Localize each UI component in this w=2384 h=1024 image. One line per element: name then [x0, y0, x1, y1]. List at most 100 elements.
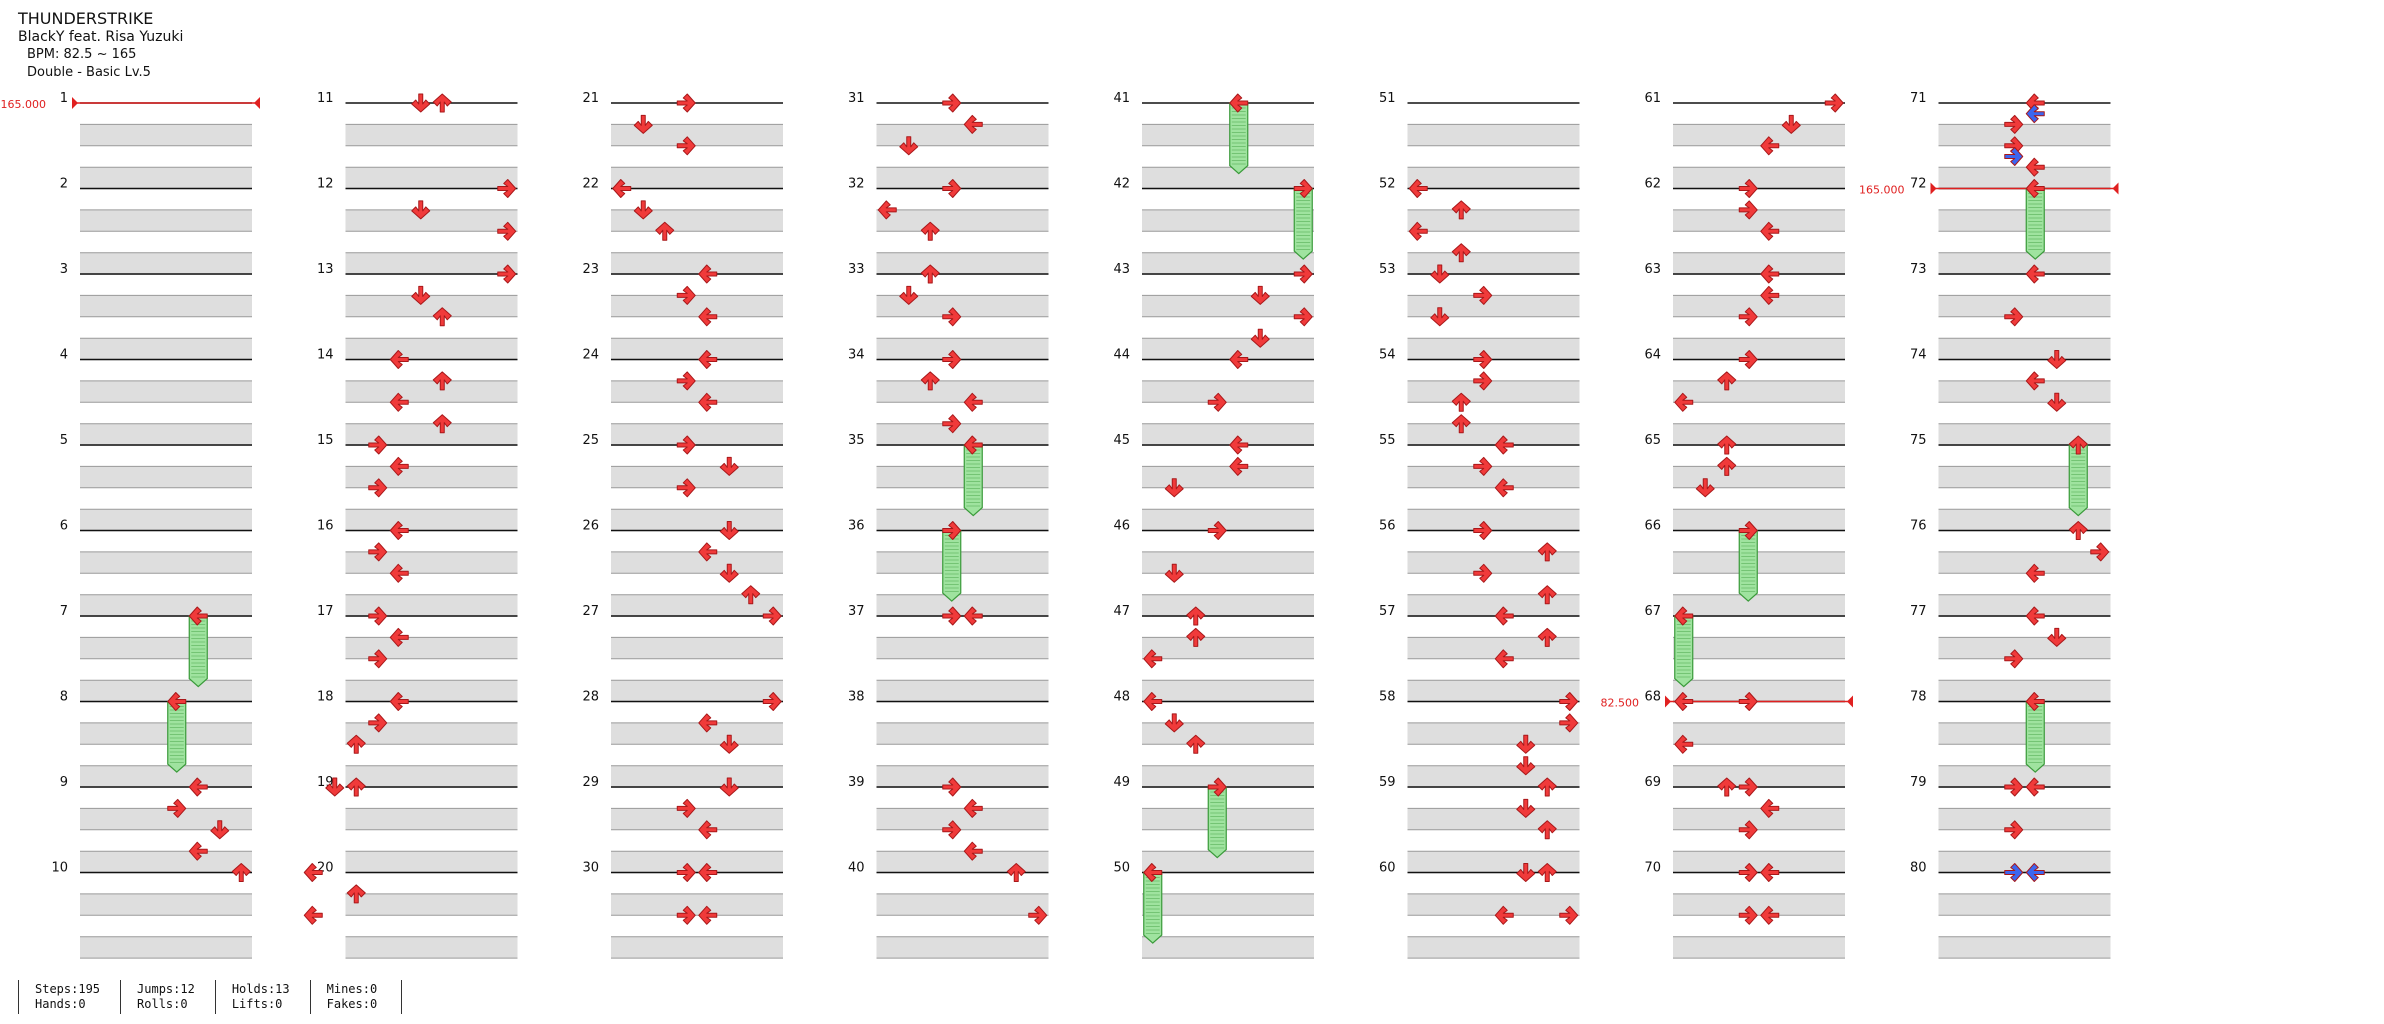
- right-arrow-note: [1738, 307, 1758, 327]
- lifts-count: Lifts:0: [231, 997, 283, 1011]
- arrow-shape: [963, 798, 983, 818]
- left-arrow-note: [167, 692, 187, 711]
- beat-band: [611, 893, 783, 916]
- beat-band: [345, 680, 518, 702]
- arrow-shape: [633, 200, 653, 220]
- song-difficulty: Double - Basic Lv.5: [27, 65, 151, 80]
- measure: 20: [317, 861, 518, 959]
- right-arrow-note: [1738, 820, 1758, 840]
- arrow-shape: [1760, 905, 1780, 925]
- song-title: THUNDERSTRIKE: [18, 9, 154, 28]
- arrow-shape: [1473, 285, 1493, 305]
- left-arrow-note: [389, 456, 409, 476]
- beat-band: [345, 252, 518, 275]
- beat-band: [345, 295, 518, 317]
- bpm-change-label: 165.000: [1859, 184, 1905, 197]
- arrow-shape: [2004, 820, 2024, 840]
- measure-number: 31: [848, 91, 865, 106]
- measure: 65: [1644, 433, 1845, 532]
- hold-note: [2068, 444, 2088, 517]
- right-arrow-note: [1559, 692, 1579, 711]
- arrow-shape: [942, 350, 962, 369]
- arrow-shape: [1738, 179, 1758, 198]
- measure-number: 9: [60, 775, 68, 790]
- left-arrow-note: [877, 200, 897, 220]
- beat-band: [611, 338, 783, 360]
- beat-band: [1938, 509, 2111, 531]
- arrow-shape: [346, 884, 366, 904]
- left-arrow-note: [389, 350, 409, 369]
- right-arrow-note: [942, 179, 962, 198]
- rolls-count: Rolls:0: [137, 997, 188, 1011]
- arrow-shape: [1717, 371, 1737, 391]
- arrow-shape: [2025, 157, 2045, 177]
- right-arrow-note: [368, 649, 388, 669]
- left-arrow-note: [1674, 392, 1694, 412]
- measure-number: 80: [1910, 861, 1927, 876]
- down-arrow-note: [899, 285, 919, 305]
- left-arrow-note: [389, 627, 409, 647]
- right-arrow-note: [1207, 777, 1227, 797]
- measure: 8: [60, 690, 252, 788]
- down-arrow-note: [719, 521, 739, 540]
- up-arrow-note: [432, 371, 452, 391]
- beat-band: [80, 295, 252, 317]
- measure: 43: [1113, 262, 1314, 361]
- measure: 31: [848, 91, 1049, 190]
- arrow-shape: [1674, 734, 1694, 754]
- right-arrow-note: [167, 798, 187, 818]
- beat-band: [611, 936, 783, 959]
- hold-note: [188, 615, 208, 688]
- measure-number: 60: [1379, 861, 1396, 876]
- down-arrow-note: [1516, 863, 1536, 882]
- measure-number: 49: [1113, 775, 1130, 790]
- beat-band: [876, 295, 1049, 317]
- right-arrow-note: [1473, 521, 1493, 540]
- down-arrow-note: [411, 200, 431, 220]
- arrow-shape: [1760, 221, 1780, 241]
- arrow-shape: [1674, 606, 1694, 626]
- arrow-shape: [698, 392, 718, 412]
- arrow-shape: [963, 114, 983, 134]
- measure-number: 64: [1644, 348, 1661, 363]
- measure: 51: [1379, 91, 1580, 190]
- arrow-shape: [1006, 863, 1026, 882]
- measure: 11: [317, 91, 518, 190]
- arrow-shape: [877, 200, 897, 220]
- beat-band: [876, 936, 1049, 959]
- beat-band: [1407, 466, 1580, 488]
- left-arrow-note: [1143, 863, 1163, 882]
- arrow-shape: [1207, 392, 1227, 412]
- beat-band: [611, 380, 783, 403]
- left-arrow-note: [1760, 221, 1780, 241]
- arrow-shape: [188, 606, 208, 626]
- arrow-shape: [698, 905, 718, 925]
- beat-band: [1938, 295, 2111, 317]
- arrow-shape: [1738, 307, 1758, 327]
- left-arrow-note: [698, 307, 718, 327]
- measure-number: 42: [1113, 177, 1130, 192]
- down-arrow-note: [633, 200, 653, 220]
- beat-band: [80, 380, 252, 403]
- arrow-shape: [676, 371, 696, 391]
- stats-cell: Holds:13 Lifts:0: [214, 980, 310, 1014]
- arrow-shape: [2047, 392, 2067, 412]
- arrow-shape: [698, 820, 718, 840]
- measure-number: 70: [1644, 861, 1661, 876]
- down-arrow-note: [1430, 307, 1450, 327]
- arrow-shape: [368, 713, 388, 733]
- arrow-shape: [2025, 179, 2045, 198]
- bpm-marker-right: [2112, 182, 2119, 195]
- left-arrow-note: [698, 863, 718, 882]
- beat-band: [1142, 209, 1314, 232]
- beat-band: [611, 680, 783, 702]
- measure: 79: [1910, 775, 2111, 874]
- up-arrow-note: [432, 307, 452, 327]
- arrow-shape: [2004, 863, 2024, 882]
- arrow-shape: [942, 93, 962, 113]
- beat-band: [1142, 124, 1314, 146]
- beat-band: [1673, 124, 1845, 146]
- measure-number: 22: [582, 177, 599, 192]
- measure: 2: [60, 177, 252, 275]
- left-arrow-note: [963, 435, 983, 455]
